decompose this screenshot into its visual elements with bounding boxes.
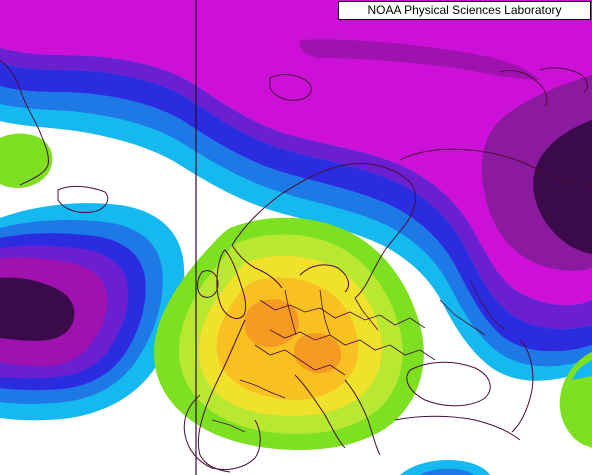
coast-balkans	[344, 379, 381, 456]
coast-ireland	[197, 270, 219, 298]
border-1	[259, 299, 321, 313]
border-6	[299, 359, 346, 376]
coast-italy	[294, 374, 346, 449]
low-anomaly-ne-purple	[299, 39, 540, 80]
border-12	[439, 299, 486, 336]
high-anomaly-europe-orange-east	[293, 333, 342, 374]
coast-iberia	[183, 394, 261, 471]
border-10	[284, 289, 297, 336]
border-15	[211, 419, 246, 433]
coast-novaya-zemlya	[499, 69, 548, 107]
coast-svalbard	[269, 74, 312, 101]
border-5	[329, 334, 391, 351]
country-borders	[211, 279, 506, 433]
border-8	[389, 344, 436, 361]
credit-label: NOAA Physical Sciences Laboratory	[338, 1, 591, 20]
coast-western-europe	[197, 319, 246, 473]
low-anomaly-south-medium-blue	[420, 468, 474, 475]
low-anomaly-west-core	[0, 277, 75, 341]
low-anomaly-south-light-blue	[400, 460, 490, 475]
coast-franz-josef	[539, 67, 588, 93]
coast-baltic	[299, 264, 349, 293]
coast-norway-west	[231, 244, 283, 289]
low-anomaly-top-magenta	[0, 0, 592, 306]
high-anomaly-europe-orange-west	[244, 299, 299, 348]
coast-north-russia	[399, 148, 592, 186]
coast-britain	[216, 249, 247, 319]
coast-mediterranean-east	[394, 415, 521, 441]
border-3	[254, 344, 301, 361]
border-13	[469, 279, 506, 331]
coast-scandinavia	[231, 163, 416, 299]
border-7	[379, 314, 426, 329]
border-9	[354, 297, 379, 331]
coast-greenland	[0, 59, 49, 186]
border-2	[269, 329, 331, 341]
low-anomaly-east-core	[533, 120, 592, 254]
low-anomaly-top-violet	[0, 48, 592, 330]
coast-iceland	[57, 185, 109, 213]
low-anomaly-top-blue	[0, 62, 592, 352]
coast-caspian	[511, 339, 534, 433]
coastlines	[0, 59, 592, 473]
border-14	[239, 379, 286, 399]
coast-black-sea	[406, 361, 491, 407]
border-11	[319, 289, 331, 336]
border-4	[319, 307, 381, 321]
high-anomaly-east-light-blue	[572, 360, 592, 380]
